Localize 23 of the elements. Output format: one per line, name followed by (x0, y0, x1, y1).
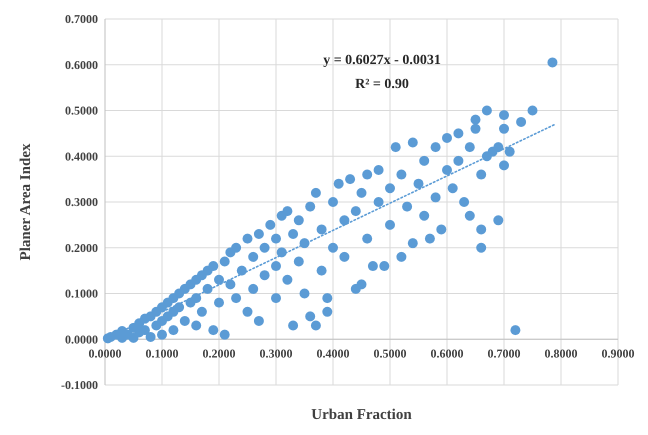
x-tick-label: 0.3000 (260, 346, 292, 360)
x-tick-label: 0.4000 (316, 346, 350, 360)
y-tick-label: 0.3000 (65, 195, 98, 210)
y-tick-label: 0.6000 (65, 58, 98, 72)
x-tick-label: 0.5000 (374, 346, 406, 360)
x-tick-label: 0.6000 (430, 346, 464, 360)
y-tick-label: 0.0000 (65, 332, 98, 346)
x-tick-label: 0.7000 (488, 346, 520, 360)
annotation: R² = 0.90 (355, 77, 409, 92)
annotation: y = 0.6027x - 0.0031 (323, 53, 441, 68)
x-tick-label: 0.2000 (202, 346, 236, 360)
y-tick-label: 0.5000 (65, 104, 98, 118)
y-tick-label: 0.1000 (65, 286, 98, 301)
x-tick-label: 0.8000 (544, 346, 578, 360)
x-tick-label: 0.0000 (88, 346, 122, 360)
y-tick-label: 0.2000 (65, 240, 98, 255)
y-tick-label: 0.7000 (65, 12, 98, 26)
x-axis-title: Urban Fraction (311, 407, 412, 423)
y-tick-label: 0.4000 (65, 149, 98, 164)
x-tick-label: 0.9000 (602, 346, 634, 360)
x-tick-label: 0.1000 (146, 346, 178, 360)
y-axis-title: Planer Area Index (18, 143, 34, 260)
y-tick-label: -0.1000 (61, 378, 98, 392)
